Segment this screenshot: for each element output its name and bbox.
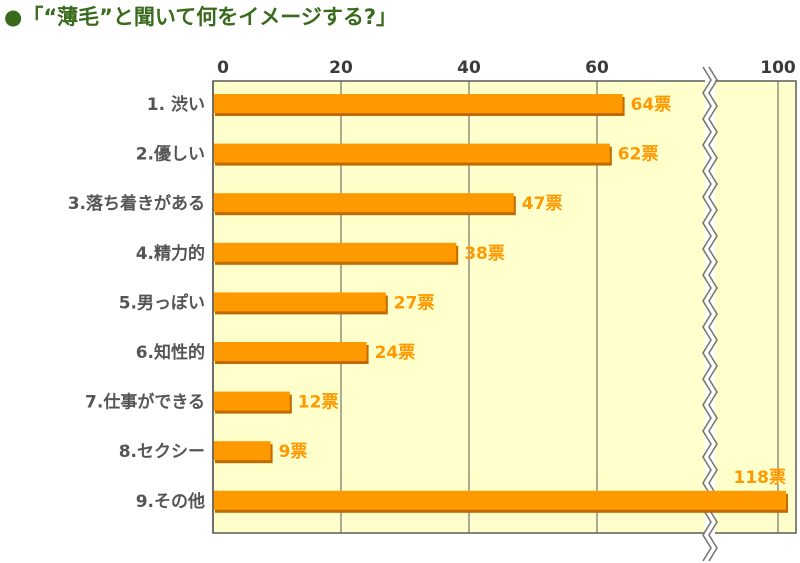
bar bbox=[213, 441, 271, 461]
axis-break-line bbox=[702, 66, 712, 562]
value-label: 38票 bbox=[464, 244, 505, 264]
value-label: 47票 bbox=[522, 194, 563, 214]
value-label: 64票 bbox=[631, 95, 672, 115]
category-label: 4.精力的 bbox=[136, 243, 205, 264]
bar bbox=[213, 242, 457, 262]
x-tick-label: 40 bbox=[457, 58, 481, 78]
x-tick-label: 100 bbox=[760, 58, 796, 78]
axis-break-line bbox=[708, 66, 718, 562]
bar bbox=[213, 94, 623, 113]
bar bbox=[213, 490, 786, 510]
category-label: 5.男っぽい bbox=[119, 292, 205, 313]
category-label: 7.仕事ができる bbox=[85, 392, 205, 413]
bar bbox=[213, 143, 610, 163]
category-label: 2.優しい bbox=[136, 144, 205, 165]
value-label: 24票 bbox=[375, 343, 416, 363]
axis-break-gap bbox=[705, 67, 715, 561]
value-label: 118票 bbox=[734, 468, 787, 488]
value-label: 12票 bbox=[298, 393, 339, 413]
value-label: 62票 bbox=[618, 145, 659, 165]
x-tick-label: 0 bbox=[217, 58, 229, 78]
category-label: 1. 渋い bbox=[147, 94, 205, 115]
chart-title: ●「“薄毛”と聞いて何をイメージする?」 bbox=[4, 5, 398, 29]
category-label: 9.その他 bbox=[136, 491, 205, 512]
value-label: 27票 bbox=[394, 293, 435, 313]
x-tick-label: 20 bbox=[329, 58, 353, 78]
category-label: 3.落ち着きがある bbox=[68, 193, 205, 214]
bar bbox=[213, 193, 514, 213]
bar bbox=[213, 292, 386, 312]
bar bbox=[213, 342, 367, 361]
value-label: 9票 bbox=[279, 442, 308, 462]
bar bbox=[213, 391, 290, 411]
category-label: 6.知性的 bbox=[136, 342, 205, 363]
category-label: 8.セクシー bbox=[119, 442, 205, 462]
x-tick-label: 60 bbox=[585, 58, 609, 78]
